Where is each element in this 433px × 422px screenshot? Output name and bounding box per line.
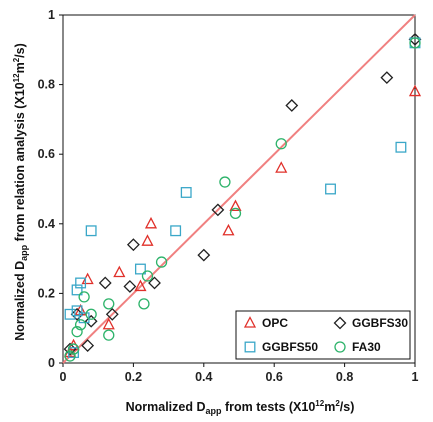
legend-label-ggbfs50: GGBFS50 (262, 340, 318, 354)
point-fa30 (85, 308, 97, 320)
y-axis-title: Normalized Dapp from relation analysis (… (12, 43, 29, 341)
point-fa30 (275, 138, 287, 150)
point-ggbfs30 (98, 276, 112, 290)
point-ggbfs50 (71, 284, 83, 296)
y-tick-label: 0 (48, 356, 55, 370)
point-fa30 (219, 176, 231, 188)
legend-label-fa30: FA30 (352, 340, 381, 354)
point-ggbfs50 (170, 225, 182, 237)
legend-marker-ggbfs50 (244, 341, 256, 353)
point-opc (141, 234, 154, 246)
point-ggbfs30 (148, 276, 161, 290)
legend-label-ggbfs30: GGBFS30 (352, 316, 408, 330)
point-ggbfs50 (395, 141, 407, 153)
legend-marker-fa30 (334, 341, 346, 353)
legend-entries: OPC GGBFS30 GGBFS50 FA30 (243, 316, 408, 354)
point-ggbfs30 (380, 71, 394, 85)
axis-ticks: 0 0.2 0.4 0.6 0.8 1 0 0.2 0.4 0.6 0.8 1 (38, 8, 419, 384)
data-points (63, 32, 422, 362)
legend-label-opc: OPC (262, 316, 288, 330)
point-ggbfs50 (68, 347, 80, 359)
point-fa30 (78, 291, 90, 303)
point-ggbfs30 (285, 99, 299, 112)
series-fa30 (64, 37, 421, 362)
point-ggbfs50 (180, 187, 192, 198)
x-axis-title: Normalized Dapp from tests (X1012m2/s) (126, 399, 355, 416)
y-tick-label: 0.6 (38, 147, 55, 161)
point-ggbfs30 (126, 238, 140, 252)
point-ggbfs50 (75, 277, 87, 289)
point-ggbfs50 (64, 308, 76, 320)
point-ggbfs30 (105, 307, 119, 321)
point-ggbfs50 (85, 225, 97, 237)
x-tick-label: 0 (60, 370, 67, 384)
point-opc (229, 199, 242, 212)
point-opc (408, 84, 422, 97)
point-ggbfs30 (197, 248, 211, 262)
point-opc (275, 161, 288, 173)
x-tick-label: 0.6 (266, 370, 283, 384)
x-tick-label: 0.8 (336, 370, 353, 384)
point-opc (222, 223, 235, 236)
point-ggbfs50 (71, 305, 83, 317)
legend: OPC GGBFS30 GGBFS50 FA30 (235, 310, 411, 360)
legend-marker-ggbfs30 (333, 316, 347, 330)
legend-box (235, 310, 411, 360)
point-fa30 (155, 256, 168, 268)
x-tick-label: 1 (412, 370, 419, 384)
point-ggbfs30 (211, 203, 225, 217)
point-fa30 (103, 298, 115, 310)
point-fa30 (138, 298, 150, 310)
point-fa30 (67, 343, 80, 355)
point-fa30 (409, 37, 421, 49)
y-tick-label: 1 (48, 8, 55, 22)
point-opc (102, 317, 115, 330)
point-fa30 (64, 350, 76, 362)
point-fa30 (141, 270, 154, 282)
point-fa30 (71, 326, 83, 338)
point-opc (144, 216, 158, 229)
point-ggbfs30 (84, 314, 98, 328)
point-fa30 (74, 319, 87, 331)
y-tick-label: 0.2 (38, 286, 55, 300)
point-ggbfs30 (123, 280, 137, 293)
y-tick-label: 0.4 (38, 217, 55, 231)
series-opc (63, 84, 422, 358)
point-opc (113, 265, 126, 278)
series-ggbfs50 (64, 37, 421, 359)
point-ggbfs50 (78, 312, 90, 324)
reference-line (62, 14, 416, 364)
point-fa30 (229, 207, 242, 220)
x-tick-label: 0.4 (195, 370, 212, 384)
x-tick-label: 0.2 (125, 370, 142, 384)
point-ggbfs30 (81, 339, 95, 353)
point-fa30 (103, 329, 115, 341)
point-opc (134, 279, 147, 292)
point-ggbfs50 (325, 183, 336, 195)
y-tick-label: 0.8 (38, 78, 55, 92)
point-ggbfs50 (134, 263, 146, 275)
legend-marker-opc (243, 316, 257, 328)
